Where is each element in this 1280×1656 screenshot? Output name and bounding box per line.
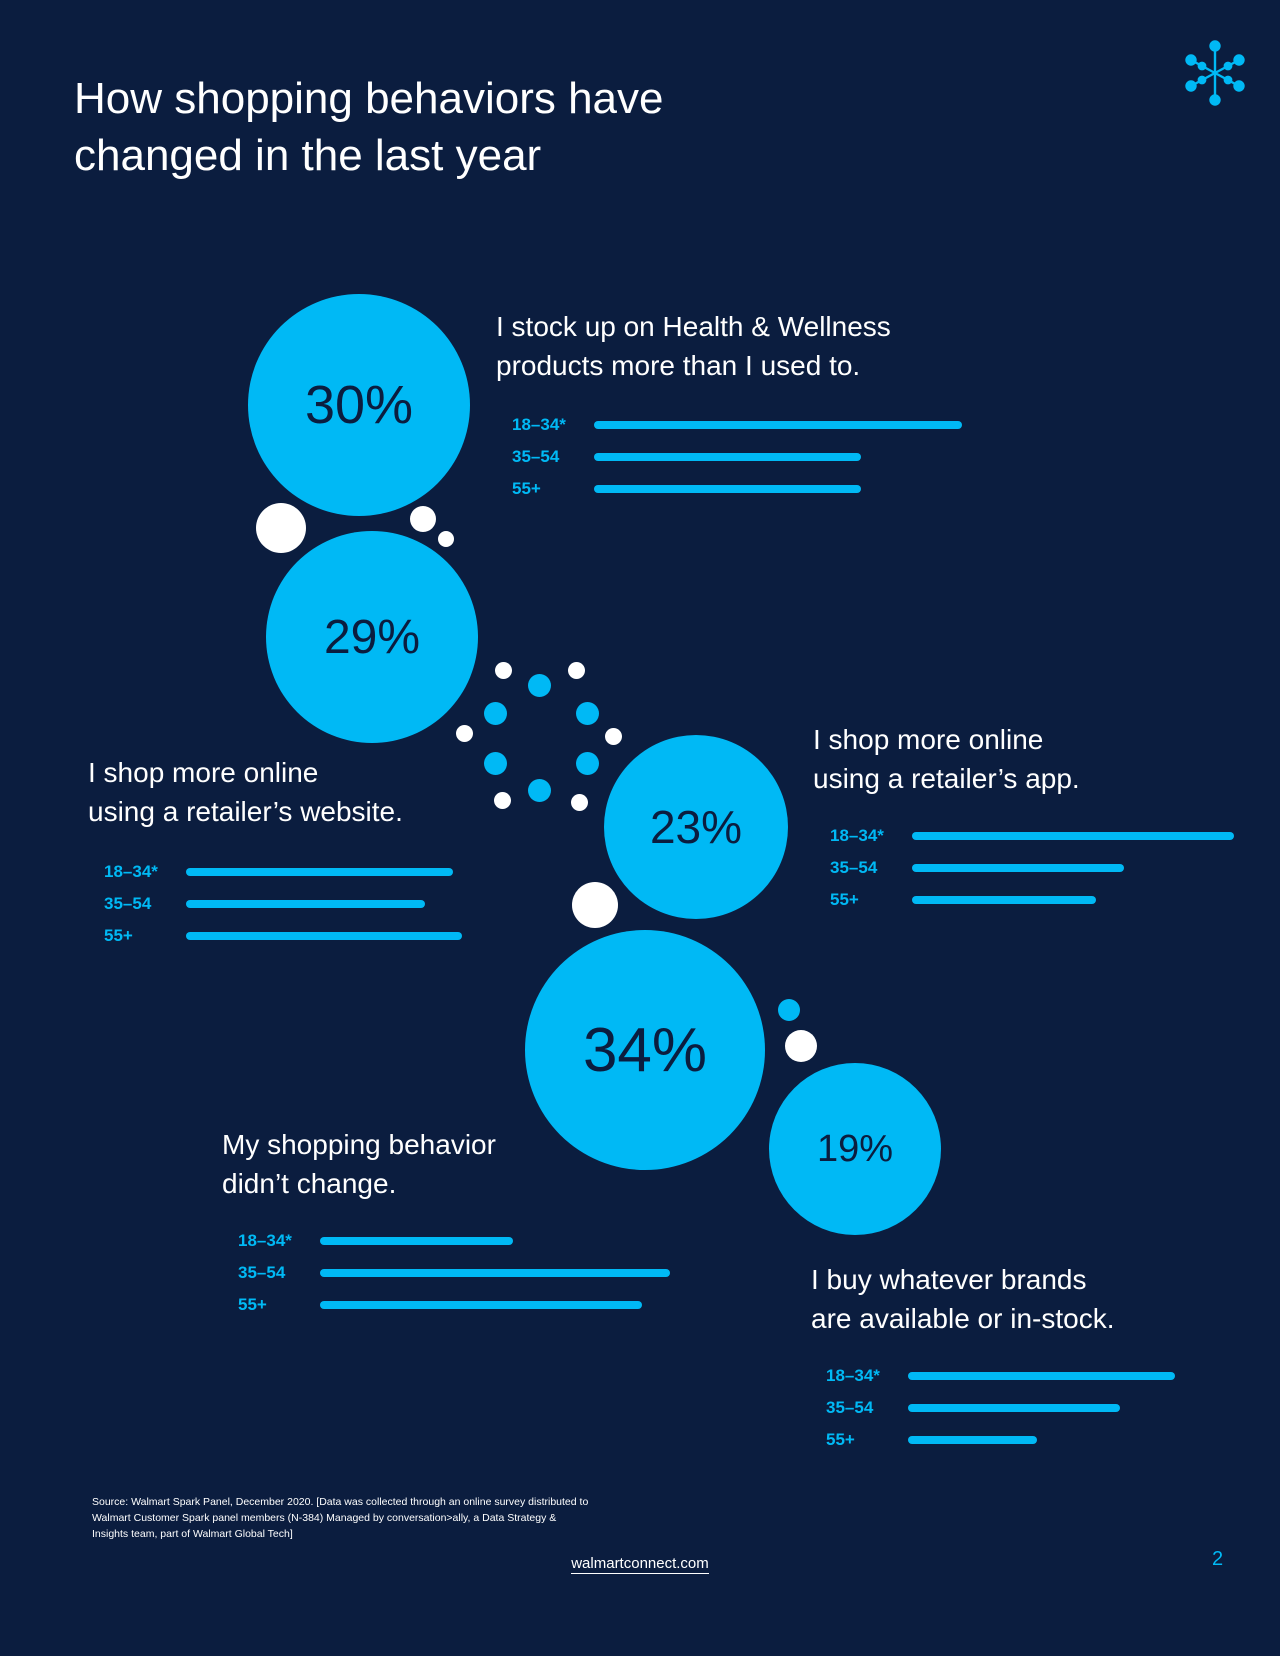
stat-circle: 34%	[525, 930, 765, 1170]
bar-label: 18–34*	[104, 862, 158, 881]
decor-dot	[568, 662, 585, 679]
bar	[320, 1301, 642, 1309]
bar-label: 55+	[826, 1430, 855, 1449]
stat-percent: 23%	[649, 801, 743, 853]
bar-label: 18–34*	[238, 1231, 292, 1250]
bar	[320, 1269, 670, 1277]
decor-dot	[410, 506, 436, 532]
bar-row: 35–54	[826, 1398, 1280, 1418]
bar-row: 18–34*	[826, 1366, 1280, 1386]
decor-dot	[605, 728, 622, 745]
decor-dot	[778, 999, 800, 1021]
bar	[908, 1404, 1120, 1412]
bar-row: 55+	[830, 890, 1280, 910]
bar-label: 35–54	[830, 858, 878, 877]
decor-dot	[456, 725, 473, 742]
bar	[594, 421, 962, 429]
bar-row: 18–34*	[830, 826, 1280, 846]
bar-row: 18–34*	[104, 862, 646, 882]
stat-percent: 34%	[582, 1015, 708, 1085]
decor-dot	[528, 674, 551, 697]
bar	[912, 896, 1096, 904]
bar-label: 35–54	[826, 1398, 874, 1417]
bar	[320, 1237, 513, 1245]
stat-circle: 29%	[266, 531, 478, 743]
bar-row: 55+	[104, 926, 646, 946]
stat-percent: 19%	[816, 1127, 894, 1170]
bar-row: 55+	[238, 1295, 780, 1315]
decor-dot	[576, 752, 599, 775]
bar	[908, 1436, 1037, 1444]
bar-label: 55+	[238, 1295, 267, 1314]
bar-label: 55+	[830, 890, 859, 909]
stat-percent: 29%	[323, 610, 421, 664]
bar-row: 35–54	[830, 858, 1280, 878]
bar-label: 35–54	[512, 447, 560, 466]
decor-dot	[572, 882, 618, 928]
bar	[912, 832, 1234, 840]
page-number: 2	[1212, 1548, 1224, 1570]
stat-statement: I shop more online using a retailer’s ap…	[813, 724, 1080, 794]
stat-circle: 23%	[604, 735, 788, 919]
bar-label: 18–34*	[826, 1366, 880, 1385]
decor-dot	[484, 752, 507, 775]
bar-row: 18–34*	[512, 415, 1054, 435]
spark-icon	[1185, 40, 1245, 106]
stat-circle: 19%	[769, 1063, 941, 1235]
bar	[908, 1372, 1175, 1380]
bar-row: 18–34*	[238, 1231, 780, 1251]
stat-statement: I buy whatever brands are available or i…	[811, 1264, 1115, 1334]
bar-row: 55+	[512, 479, 1054, 499]
decor-dot	[484, 702, 507, 725]
footer-link[interactable]: walmartconnect.com	[571, 1555, 709, 1574]
bar	[594, 453, 861, 461]
decor-dot	[495, 662, 512, 679]
source-note: Source: Walmart Spark Panel, December 20…	[92, 1496, 589, 1540]
stat-statement: I stock up on Health & Wellness products…	[496, 311, 891, 381]
stat-circle: 30%	[248, 294, 470, 516]
bar	[186, 868, 453, 876]
bar-row: 35–54	[104, 894, 646, 914]
stat-statement: I shop more online using a retailer’s we…	[88, 757, 403, 827]
bar-label: 18–34*	[512, 415, 566, 434]
bar-row: 35–54	[238, 1263, 780, 1283]
decor-dot	[571, 794, 588, 811]
bar-row: 35–54	[512, 447, 1054, 467]
footer-url-container: walmartconnect.com	[0, 1555, 1280, 1574]
bar-label: 35–54	[238, 1263, 286, 1282]
decor-dot	[576, 702, 599, 725]
decor-dot	[256, 503, 306, 553]
bar-row: 55+	[826, 1430, 1280, 1450]
bar-label: 18–34*	[830, 826, 884, 845]
bar-label: 55+	[104, 926, 133, 945]
stat-percent: 30%	[304, 375, 414, 435]
stat-statement: My shopping behavior didn’t change.	[222, 1129, 496, 1199]
decor-dot	[494, 792, 511, 809]
decor-dot	[528, 779, 551, 802]
decor-dot	[785, 1030, 817, 1062]
bar	[912, 864, 1124, 872]
bar	[186, 932, 462, 940]
page-title: How shopping behaviors have changed in t…	[74, 74, 664, 180]
bar	[186, 900, 425, 908]
bar-label: 35–54	[104, 894, 152, 913]
bar-label: 55+	[512, 479, 541, 498]
bar	[594, 485, 861, 493]
decor-dot	[438, 531, 454, 547]
